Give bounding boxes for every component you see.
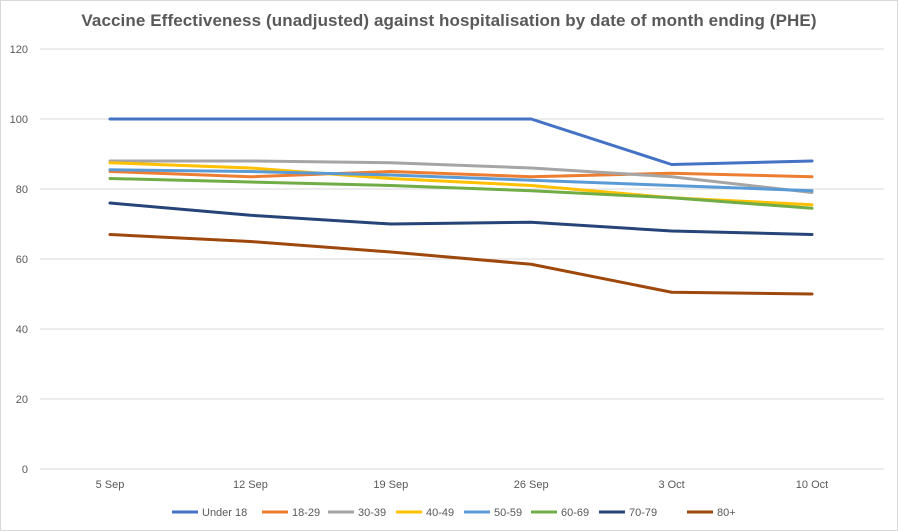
legend-label-under-18: Under 18 xyxy=(202,507,247,519)
chart-title: Vaccine Effectiveness (unadjusted) again… xyxy=(81,11,817,30)
series-line-60-69 xyxy=(108,177,814,210)
series-line-18-29 xyxy=(108,170,814,179)
y-tick-label: 40 xyxy=(16,324,28,336)
legend-label-70-79: 70-79 xyxy=(629,507,657,519)
x-axis-ticks: 5 Sep 12 Sep 19 Sep 26 Sep 3 Oct 10 Oct xyxy=(96,479,829,491)
y-tick-label: 60 xyxy=(16,254,28,266)
legend-label-30-39: 30-39 xyxy=(358,507,386,519)
x-tick-label: 3 Oct xyxy=(658,479,684,491)
series-line-50-59 xyxy=(108,168,814,193)
y-tick-label: 20 xyxy=(16,394,28,406)
x-tick-label: 26 Sep xyxy=(514,479,549,491)
y-axis-ticks: 0 20 40 60 80 100 120 xyxy=(10,44,28,476)
y-tick-label: 80 xyxy=(16,184,28,196)
legend-label-40-49: 40-49 xyxy=(426,507,454,519)
x-tick-label: 10 Oct xyxy=(796,479,828,491)
legend-label-80-: 80+ xyxy=(717,507,736,519)
x-tick-label: 5 Sep xyxy=(96,479,125,491)
legend-label-50-59: 50-59 xyxy=(494,507,522,519)
legend-label-60-69: 60-69 xyxy=(561,507,589,519)
y-tick-label: 100 xyxy=(10,114,28,126)
series-line-70-79 xyxy=(108,201,814,236)
x-tick-label: 19 Sep xyxy=(373,479,408,491)
series-line-under-18 xyxy=(108,117,814,166)
y-tick-label: 120 xyxy=(10,44,28,56)
x-tick-label: 12 Sep xyxy=(233,479,268,491)
series-lines xyxy=(108,117,814,296)
series-line-80- xyxy=(108,233,814,296)
y-tick-label: 0 xyxy=(22,464,28,476)
legend-label-18-29: 18-29 xyxy=(292,507,320,519)
series-line-40-49 xyxy=(108,161,814,207)
legend: Under 18 18-29 30-39 40-49 50-59 60-69 70-79 80… xyxy=(172,507,736,519)
series-line-30-39 xyxy=(108,159,814,194)
